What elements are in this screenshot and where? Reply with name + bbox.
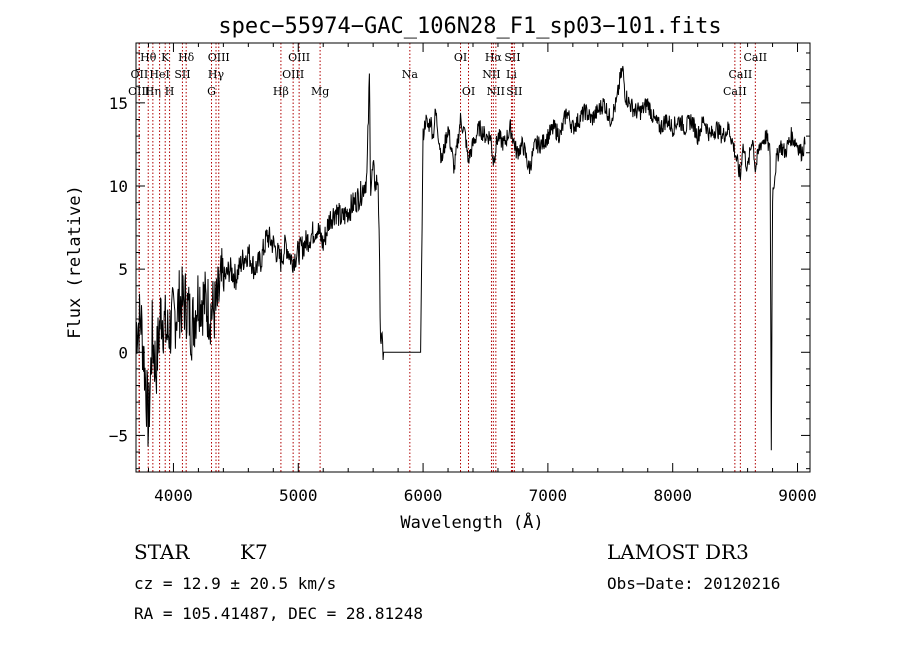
reference-line-label: OI (454, 51, 467, 64)
reference-line-label: NII (482, 68, 500, 81)
reference-line-label: CaII (743, 51, 767, 64)
y-tick-label: 5 (118, 260, 128, 279)
reference-line-label: Mg (311, 85, 329, 98)
sky-coordinates: RA = 105.41487, DEC = 28.81248 (134, 604, 423, 623)
survey-name: LAMOST DR3 (607, 540, 749, 564)
reference-line-label: Hδ (178, 51, 195, 64)
y-axis-label: Flux (relative) (65, 185, 85, 339)
reference-line-label: OIII (208, 51, 230, 64)
spectrum-line (135, 65, 806, 451)
plot-frame (135, 42, 811, 473)
x-axis: 4000 5000 6000 7000 8000 9000 (147, 43, 817, 505)
y-tick-label: 10 (109, 177, 128, 196)
redshift-velocity: cz = 12.9 ± 20.5 km/s (134, 574, 337, 593)
reference-line-label: HeI (149, 68, 169, 81)
reference-line-label: NII (487, 85, 505, 98)
reference-line-label: OIII (288, 51, 310, 64)
spectrum-chart: spec−55974−GAC_106N28_F1_sp03−101.fits H… (65, 14, 817, 533)
x-tick-label: 9000 (778, 486, 817, 505)
x-tick-label: 4000 (154, 486, 193, 505)
reference-line-label: H (165, 85, 175, 98)
reference-line-label: CaII (729, 68, 753, 81)
reference-line-label: Hη (145, 85, 161, 98)
reference-line-label: OIII (282, 68, 304, 81)
reference-line-label: SII (174, 68, 190, 81)
object-class: STAR (134, 540, 190, 564)
reference-line-label: OI (462, 85, 475, 98)
reference-line-label: Hθ (140, 51, 157, 64)
reference-line-label: CaII (723, 85, 747, 98)
reference-line-label: Hγ (208, 68, 225, 81)
y-tick-label: 15 (109, 94, 128, 113)
x-axis-label: Wavelength (Å) (400, 511, 543, 533)
reference-line-label: Hβ (273, 85, 289, 98)
observation-date: Obs−Date: 20120216 (607, 574, 781, 593)
reference-line-label: Hα (485, 51, 503, 64)
reference-line-label: SII (506, 85, 522, 98)
reference-line-label: SII (504, 51, 520, 64)
reference-line-label: OIII (128, 85, 150, 98)
x-tick-label: 7000 (529, 486, 568, 505)
reference-line-label: Na (402, 68, 419, 81)
reference-line-label: K (161, 51, 170, 64)
reference-line-label: Li (506, 68, 517, 81)
reference-line-label: G (207, 85, 216, 98)
y-axis: −5 0 5 10 15 (109, 52, 810, 470)
x-tick-label: 5000 (279, 486, 318, 505)
x-tick-label: 6000 (404, 486, 443, 505)
y-tick-label: 0 (118, 343, 128, 362)
y-tick-label: −5 (109, 426, 128, 445)
chart-title: spec−55974−GAC_106N28_F1_sp03−101.fits (218, 14, 721, 39)
object-subclass: K7 (240, 540, 268, 564)
x-tick-label: 8000 (653, 486, 692, 505)
